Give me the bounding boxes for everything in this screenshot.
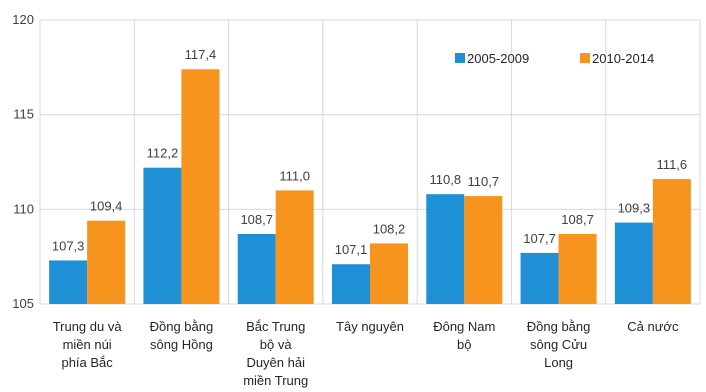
- legend-swatch: [580, 53, 590, 63]
- category-label: miền Trung: [243, 373, 308, 388]
- category-label: Trung du và: [53, 319, 123, 334]
- category-label: sông Hồng: [150, 337, 213, 352]
- category-label: bộ: [457, 337, 471, 352]
- y-tick-label: 105: [12, 296, 34, 311]
- data-label: 108,2: [373, 221, 406, 236]
- category-label: Đông Nam: [433, 319, 495, 334]
- bar-2010-2014-1: [181, 69, 220, 304]
- bar-2010-2014-3: [370, 243, 408, 304]
- y-tick-label: 115: [13, 107, 34, 122]
- category-label: Đồng bằng: [150, 319, 214, 334]
- data-label: 117,4: [185, 47, 217, 62]
- bar-2005-2009-1: [143, 167, 182, 304]
- category-label: sông Cửu: [530, 337, 587, 352]
- legend: 2005-2009 2010-2014: [455, 51, 654, 66]
- bar-2010-2014-4: [464, 196, 503, 304]
- category-label: Cả nước: [627, 319, 679, 334]
- data-label: 107,3: [52, 238, 85, 253]
- category-label: phía Bắc: [61, 355, 113, 370]
- data-label: 109,3: [618, 201, 651, 216]
- data-label: 108,7: [240, 212, 273, 227]
- data-label: 107,7: [523, 231, 556, 246]
- data-label: 108,7: [561, 212, 594, 227]
- data-label: 111,0: [279, 168, 310, 183]
- legend-swatch: [455, 53, 465, 63]
- bar-2005-2009-4: [426, 194, 465, 304]
- bars: [49, 69, 691, 304]
- category-label: Bắc Trung: [246, 319, 305, 334]
- category-label: bộ và: [260, 337, 293, 352]
- bar-2005-2009-3: [332, 264, 370, 304]
- bar-2005-2009-5: [520, 252, 559, 304]
- data-label: 110,7: [467, 174, 499, 189]
- category-label: Đồng bằng: [527, 319, 591, 334]
- bar-2010-2014-6: [652, 179, 691, 304]
- category-label: Duyên hải: [246, 355, 305, 370]
- legend-label: 2010-2014: [592, 51, 654, 66]
- y-tick-label: 120: [12, 12, 34, 27]
- bar-2010-2014-0: [87, 220, 126, 304]
- bar-2005-2009-0: [49, 260, 88, 304]
- data-label: 112,2: [147, 146, 179, 161]
- bar-2005-2009-6: [614, 222, 653, 304]
- category-label: miền núi: [63, 337, 112, 352]
- data-label: 111,6: [657, 157, 688, 172]
- bar-2010-2014-5: [558, 233, 597, 304]
- legend-label: 2005-2009: [467, 51, 529, 66]
- data-label: 107,1: [335, 242, 368, 257]
- x-axis-categories: Trung du và miền núi phía Bắc Đồng bằng sông…: [53, 319, 679, 388]
- bar-2005-2009-2: [237, 233, 276, 304]
- data-label: 110,8: [429, 172, 461, 187]
- y-tick-label: 110: [13, 201, 34, 216]
- category-label: Tây nguyên: [336, 319, 404, 334]
- data-labels: 107,3 109,4 112,2 117,4 108,7 111,0 107,1 108,2…: [52, 47, 687, 257]
- data-label: 109,4: [90, 199, 123, 214]
- category-label: Long: [544, 355, 573, 370]
- y-axis-ticks: 105 110 115 120: [12, 12, 34, 311]
- bar-2010-2014-2: [275, 190, 314, 304]
